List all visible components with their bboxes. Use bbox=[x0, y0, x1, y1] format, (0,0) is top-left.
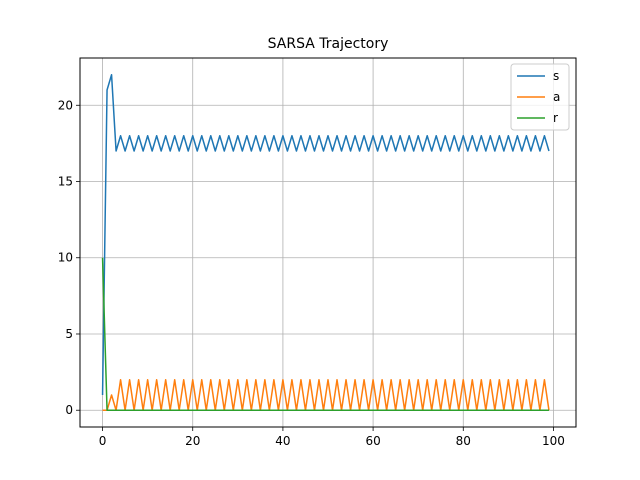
legend-label-a: a bbox=[553, 90, 560, 104]
legend-label-r: r bbox=[553, 111, 558, 125]
series-line-s bbox=[101, 74, 550, 395]
series-line-r bbox=[101, 257, 549, 411]
y-tick-label: 0 bbox=[65, 403, 73, 417]
grid-lines bbox=[80, 58, 576, 427]
legend-label-s: s bbox=[553, 69, 559, 83]
chart-title: SARSA Trajectory bbox=[268, 36, 389, 52]
y-tick-label: 20 bbox=[58, 98, 73, 112]
x-tick-label: 100 bbox=[542, 434, 565, 448]
axis-ticks: 0 20 40 60 80 100 0 5 10 15 20 bbox=[58, 98, 565, 448]
y-tick-label: 5 bbox=[65, 327, 73, 341]
series-layer bbox=[101, 74, 550, 411]
x-tick-label: 60 bbox=[365, 434, 380, 448]
y-tick-label: 10 bbox=[58, 251, 73, 265]
x-tick-label: 0 bbox=[99, 434, 107, 448]
x-tick-label: 40 bbox=[275, 434, 290, 448]
plot-frame bbox=[79, 57, 577, 428]
x-tick-label: 20 bbox=[185, 434, 200, 448]
x-tick-label: 80 bbox=[456, 434, 471, 448]
legend: sar bbox=[510, 63, 570, 131]
series-line-a bbox=[102, 378, 550, 411]
y-tick-label: 15 bbox=[58, 175, 73, 189]
